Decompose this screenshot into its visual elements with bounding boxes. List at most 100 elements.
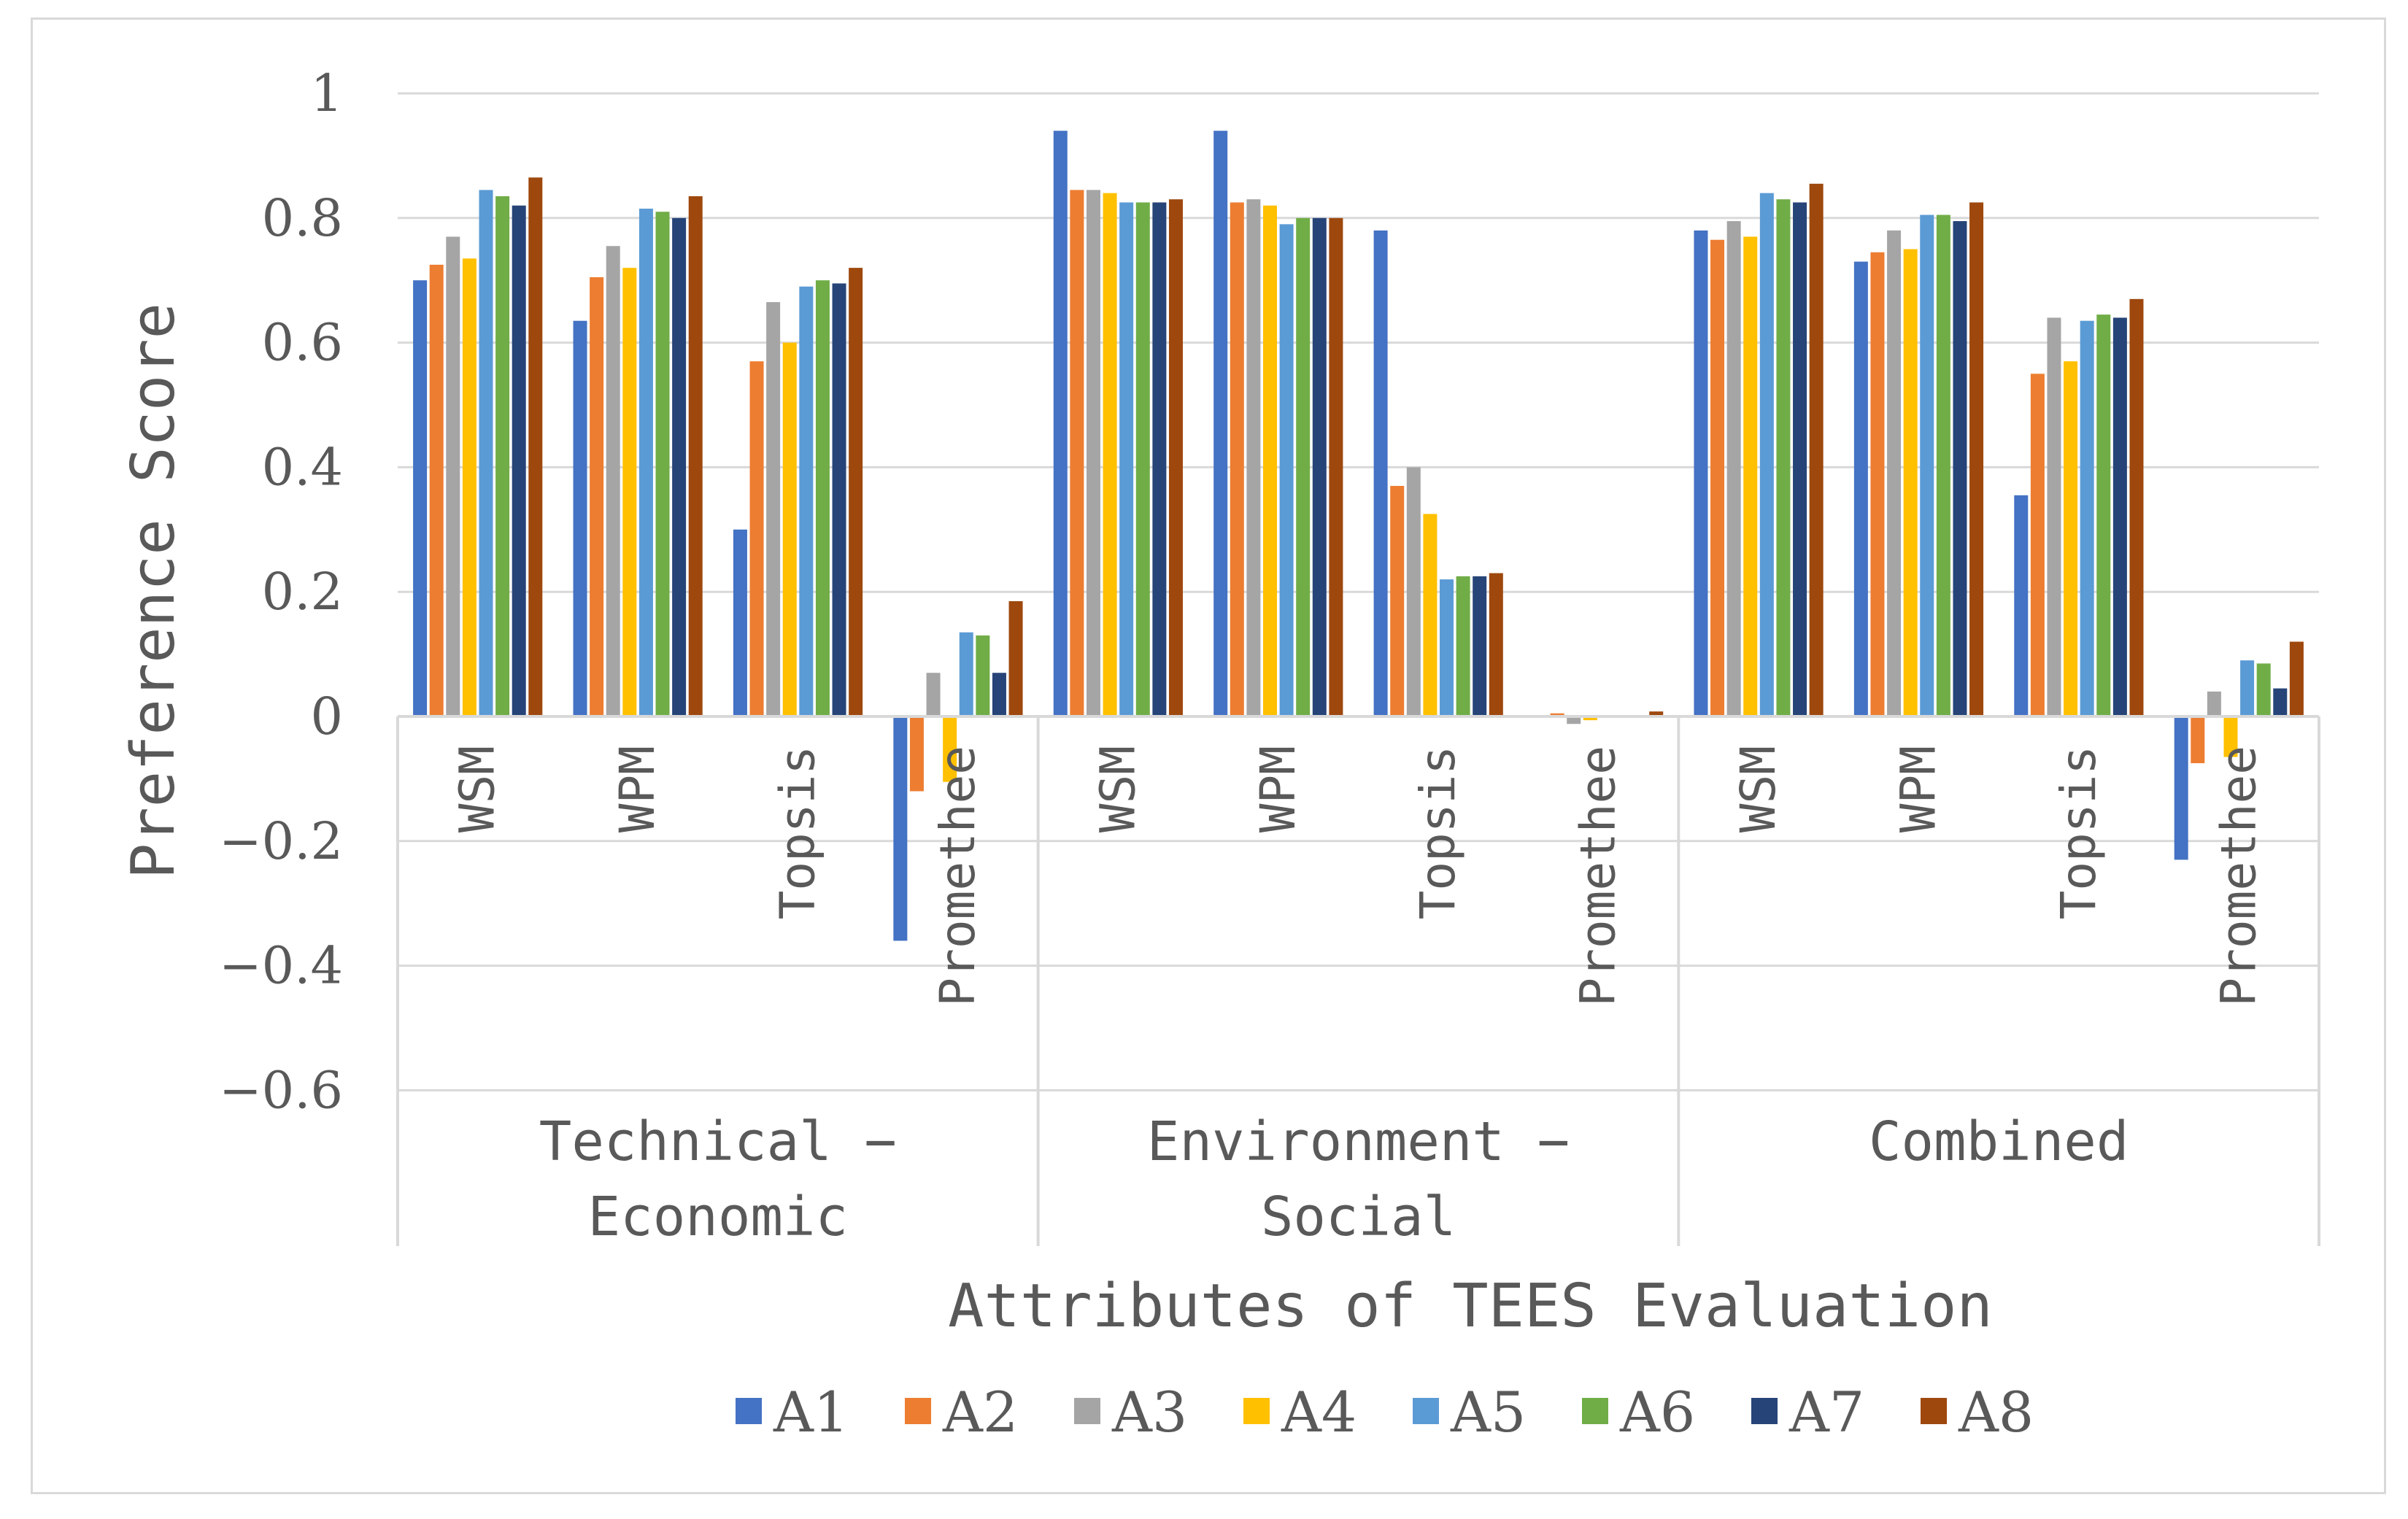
bar-a1 — [1213, 131, 1228, 717]
bars — [413, 131, 2304, 941]
bar-a7 — [832, 283, 846, 717]
bar-a2 — [2191, 716, 2205, 764]
legend-swatch-a6 — [1582, 1398, 1608, 1424]
bar-a2 — [1870, 252, 1885, 716]
bar-a5 — [959, 632, 973, 716]
legend-swatch-a8 — [1921, 1398, 1947, 1424]
legend-swatch-a3 — [1074, 1398, 1100, 1424]
chart-frame — [31, 18, 2386, 1494]
bar-a6 — [815, 280, 830, 716]
y-tick-label: 0.2 — [262, 562, 343, 622]
bar-a1 — [893, 716, 908, 941]
bar-a1 — [1053, 131, 1068, 717]
bar-a2 — [1070, 190, 1084, 716]
bar-a6 — [2096, 314, 2111, 716]
y-tick-label: 0.6 — [262, 313, 343, 373]
bar-a7 — [672, 217, 687, 716]
legend-label-a1: A1 — [773, 1380, 849, 1445]
y-tick-label: 1 — [310, 63, 343, 123]
bar-a3 — [2047, 317, 2061, 716]
bar-a4 — [622, 268, 637, 716]
bar-a6 — [1296, 217, 1311, 716]
bar-a4 — [943, 716, 957, 782]
category-label: WSM — [1089, 746, 1146, 832]
group-label: Environment − — [1147, 1110, 1570, 1173]
y-tick-label: 0 — [310, 687, 343, 746]
bar-a3 — [1086, 190, 1100, 716]
bar-a6 — [1776, 199, 1791, 716]
bar-a4 — [462, 258, 476, 716]
category-label: Promethee — [930, 746, 986, 1007]
bar-a2 — [1230, 202, 1244, 716]
bar-a2 — [1710, 239, 1725, 716]
category-label: WPM — [609, 746, 665, 832]
bar-a3 — [446, 236, 460, 716]
bar-a8 — [1649, 711, 1664, 716]
bar-a5 — [1759, 193, 1774, 716]
bar-a1 — [2014, 495, 2029, 716]
axes — [396, 715, 2320, 1246]
bar-a4 — [1423, 514, 1438, 716]
bar-a7 — [2112, 317, 2127, 716]
bar-a8 — [1489, 573, 1503, 716]
bar-a4 — [1903, 249, 1918, 716]
bar-a3 — [1726, 221, 1741, 716]
bar-a2 — [2030, 374, 2045, 716]
group-label: Combined — [1869, 1110, 2129, 1173]
bar-a6 — [495, 196, 510, 716]
bar-a8 — [528, 177, 543, 717]
bar-a6 — [1936, 214, 1950, 716]
category-label: WSM — [449, 746, 506, 832]
legend-label-a5: A5 — [1450, 1380, 1526, 1445]
bar-a5 — [2240, 660, 2255, 716]
legend-swatch-a2 — [905, 1398, 931, 1424]
bar-a6 — [1456, 576, 1470, 716]
bar-a7 — [2273, 688, 2288, 716]
legend-label-a3: A3 — [1111, 1380, 1187, 1445]
bar-a6 — [2256, 663, 2271, 716]
bar-a7 — [1793, 202, 1807, 716]
bar-a2 — [749, 361, 764, 716]
bar-a8 — [1969, 202, 1984, 716]
category-label: WSM — [1730, 746, 1786, 832]
bar-a7 — [1312, 217, 1327, 716]
y-tick-label: −0.6 — [219, 1060, 343, 1120]
bar-a3 — [1246, 199, 1261, 716]
legend-label-a8: A8 — [1958, 1380, 2034, 1445]
category-label: Promethee — [2210, 746, 2266, 1007]
bar-a5 — [1279, 224, 1294, 717]
bar-a2 — [1550, 713, 1564, 716]
y-tick-label: 0.4 — [262, 437, 343, 497]
bar-a1 — [1853, 261, 1868, 717]
bar-a4 — [782, 342, 797, 717]
bar-a3 — [1567, 716, 1581, 724]
gridlines — [398, 92, 2319, 1091]
y-axis-title: Preference Score — [119, 303, 188, 879]
bar-a3 — [1887, 230, 1902, 716]
legend-label-a7: A7 — [1788, 1380, 1864, 1445]
bar-a7 — [992, 673, 1006, 716]
y-tick-label: −0.4 — [219, 936, 343, 996]
bar-a7 — [1953, 221, 1967, 716]
bar-a6 — [976, 635, 990, 716]
bar-a3 — [766, 302, 781, 717]
bar-a7 — [512, 205, 526, 717]
category-label: WPM — [1250, 746, 1306, 832]
labels: 1 0.8 0.6 0.4 0.2 0 −0.2 −0.4 −0.6 WSM WPM Topsis Pr… — [219, 63, 2266, 1248]
legend-label-a2: A2 — [942, 1380, 1018, 1445]
bar-a7 — [1473, 576, 1487, 716]
category-label: Topsis — [770, 746, 826, 919]
bar-a8 — [2289, 641, 2304, 716]
bar-a5 — [1119, 202, 1134, 716]
bar-a8 — [1168, 199, 1183, 716]
bar-a3 — [2207, 691, 2221, 716]
bar-a5 — [1440, 579, 1454, 716]
bar-a6 — [655, 212, 670, 716]
bar-a3 — [606, 246, 620, 717]
bar-a4 — [2223, 716, 2238, 757]
legend-swatch-a1 — [736, 1398, 762, 1424]
bar-a1 — [2174, 716, 2188, 860]
bar-a8 — [1809, 183, 1824, 716]
category-label: Topsis — [1410, 746, 1466, 919]
bar-a1 — [1373, 230, 1388, 716]
